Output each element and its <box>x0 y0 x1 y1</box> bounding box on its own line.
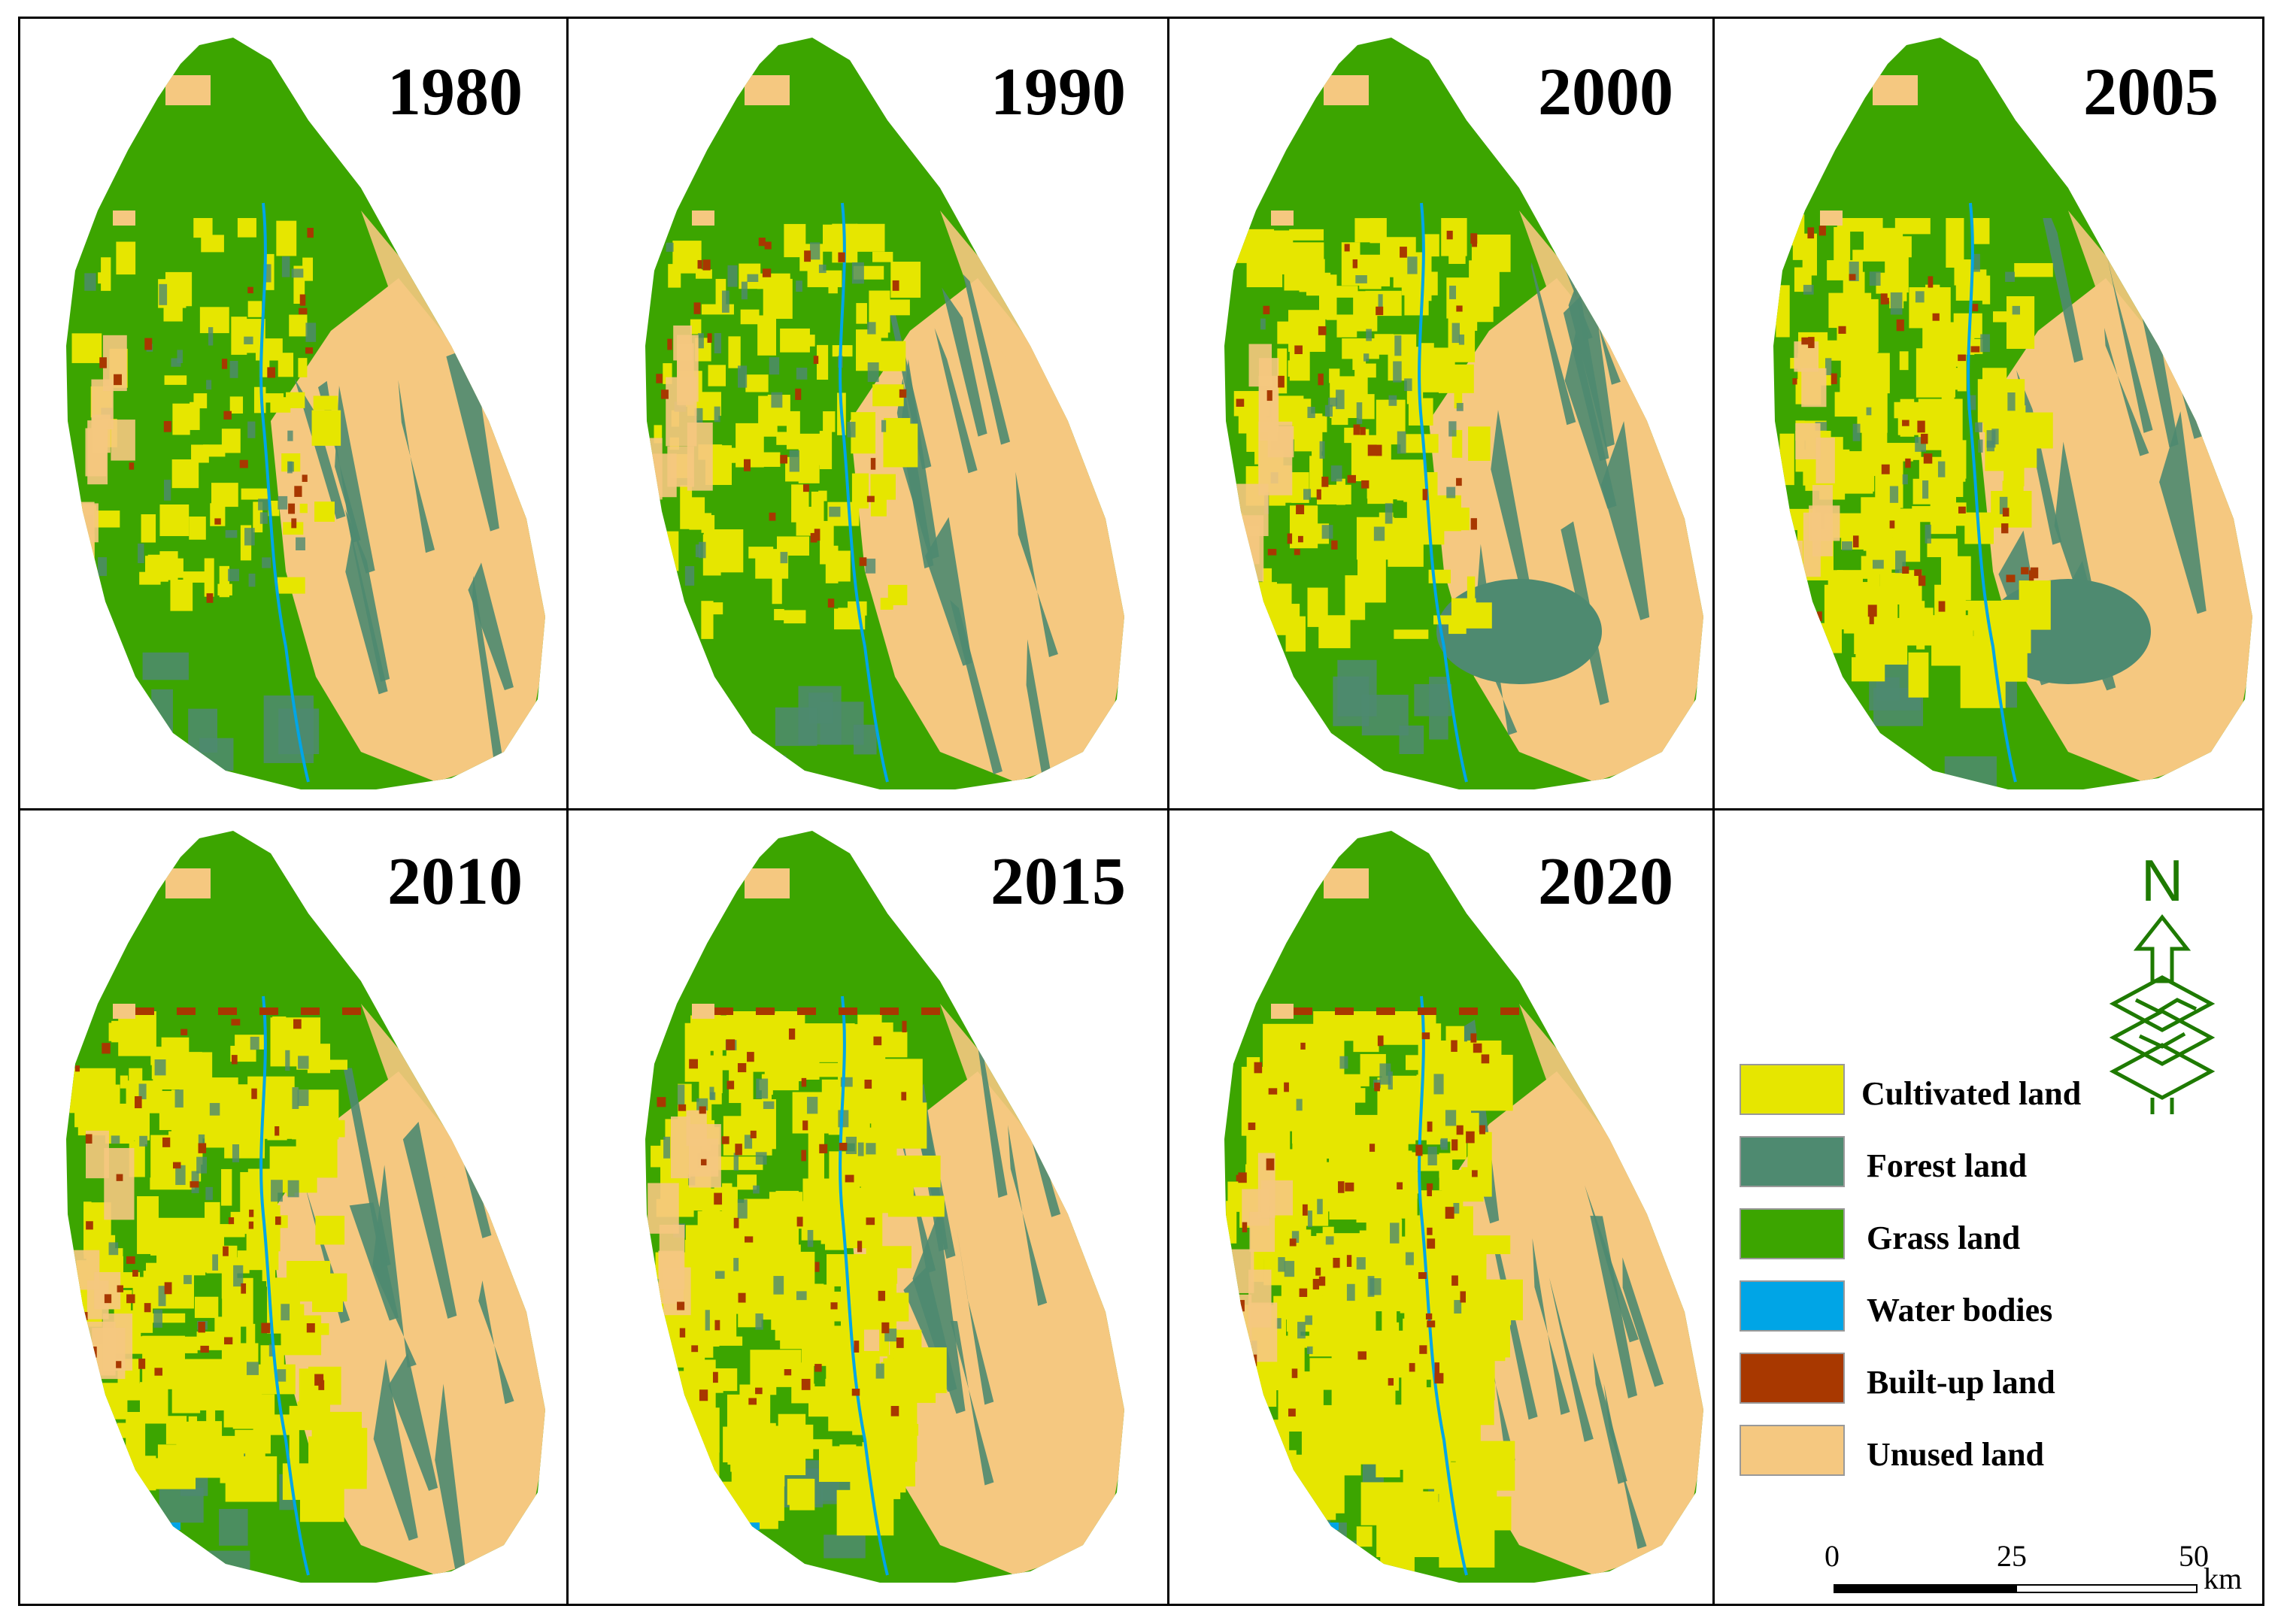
north-label: N <box>2141 850 2183 914</box>
year-label-1990: 1990 <box>990 55 1126 129</box>
land-use-map-2005 <box>1773 38 2252 789</box>
legend-swatch <box>1740 1353 1845 1404</box>
year-label-2015: 2015 <box>990 844 1126 919</box>
legend-label: Cultivated land <box>1861 1075 2082 1112</box>
legend-swatch <box>1740 1208 1845 1259</box>
scale-tick-0: 0 <box>1824 1539 1840 1573</box>
scale-tick-25: 25 <box>1997 1539 2027 1573</box>
scale-bar-segment-white <box>2016 1584 2198 1593</box>
legend-swatch <box>1740 1136 1845 1187</box>
north-arrow-icon: N <box>2109 850 2216 1114</box>
land-use-map-2010 <box>66 831 545 1583</box>
scale-tick-50: 50 <box>2179 1539 2209 1573</box>
legend-label: Built-up land <box>1867 1364 2055 1401</box>
year-label-1980: 1980 <box>387 55 523 129</box>
legend-swatch <box>1740 1280 1845 1332</box>
scale-unit: km <box>2204 1562 2243 1595</box>
land-use-map-1980 <box>66 38 545 789</box>
land-use-map-2000 <box>1224 38 1703 789</box>
legend-label: Forest land <box>1867 1147 2028 1184</box>
legend-swatch <box>1740 1425 1845 1476</box>
year-label-2005: 2005 <box>2083 55 2219 129</box>
legend-label: Unused land <box>1867 1436 2045 1473</box>
year-label-2000: 2000 <box>1538 55 1673 129</box>
land-use-map-1990 <box>645 38 1124 789</box>
legend-label: Grass land <box>1867 1220 2021 1256</box>
scale-bar-segment-black <box>1834 1584 2016 1593</box>
year-label-2020: 2020 <box>1538 844 1673 919</box>
year-label-2010: 2010 <box>387 844 523 919</box>
legend-swatch <box>1740 1064 1845 1115</box>
land-use-map-2020 <box>1224 831 1703 1583</box>
legend-label: Water bodies <box>1867 1292 2053 1329</box>
land-use-map-2015 <box>645 831 1124 1583</box>
